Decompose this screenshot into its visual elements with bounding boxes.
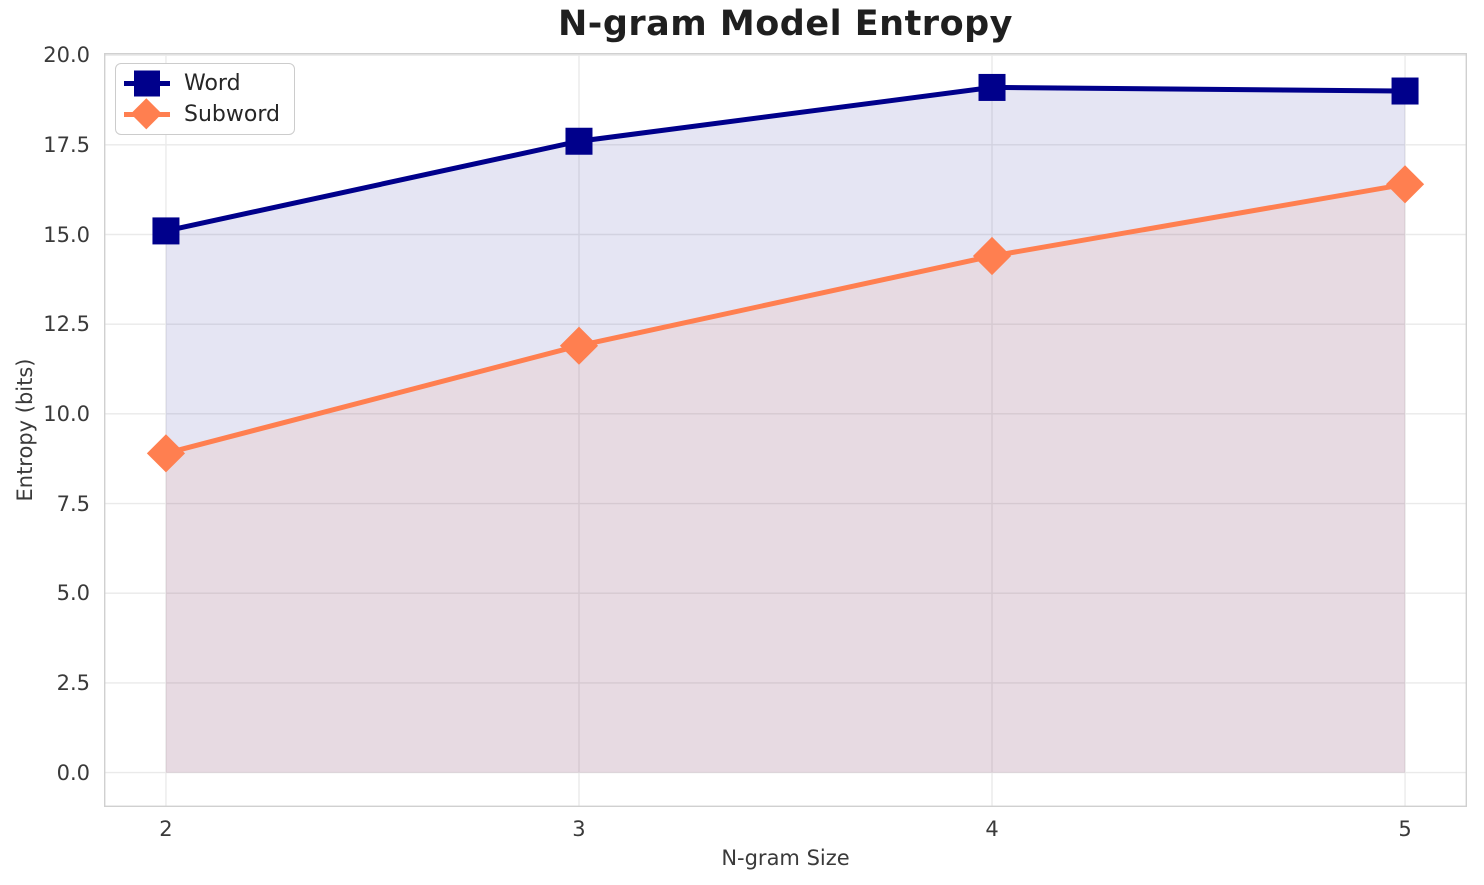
word-marker bbox=[1391, 77, 1419, 105]
y-tick-label: 5.0 bbox=[56, 581, 90, 606]
word-marker bbox=[152, 217, 180, 245]
word-marker bbox=[565, 127, 593, 155]
x-tick-label: 5 bbox=[1398, 817, 1412, 841]
y-tick-label: 10.0 bbox=[43, 401, 90, 426]
legend-label-subword: Subword bbox=[184, 101, 280, 127]
axes-spines bbox=[103, 52, 1467, 807]
subword-area bbox=[165, 184, 1406, 773]
legend-item-word: Word bbox=[122, 68, 280, 99]
plot-area bbox=[103, 52, 1467, 807]
legend-item-subword: Subword bbox=[122, 98, 280, 130]
y-tick-label: 20.0 bbox=[43, 43, 90, 68]
y-tick-label: 2.5 bbox=[56, 670, 90, 695]
legend: Word Subword bbox=[115, 63, 295, 135]
legend-label-word: Word bbox=[184, 70, 241, 96]
y-tick-label: 15.0 bbox=[43, 222, 90, 247]
x-tick-label: 2 bbox=[159, 817, 173, 841]
x-axis-label: N-gram Size bbox=[721, 846, 850, 870]
y-axis-label: Entropy (bits) bbox=[13, 358, 37, 502]
x-tick-label: 4 bbox=[985, 817, 999, 841]
word-line bbox=[163, 84, 1408, 234]
y-tick-label: 12.5 bbox=[43, 312, 90, 337]
word-marker bbox=[978, 73, 1006, 101]
word-line-square-marker-icon bbox=[124, 70, 170, 97]
y-tick-label: 7.5 bbox=[56, 491, 90, 516]
subword-line-diamond-marker-icon bbox=[124, 98, 170, 130]
subword-line bbox=[163, 181, 1408, 456]
x-tick-label: 3 bbox=[572, 817, 586, 841]
chart-title: N-gram Model Entropy bbox=[558, 4, 1013, 44]
y-tick-label: 17.5 bbox=[43, 132, 90, 157]
subword-marker bbox=[1385, 165, 1425, 204]
subword-marker bbox=[146, 434, 186, 473]
subword-marker bbox=[559, 326, 599, 365]
y-tick-label: 0.0 bbox=[56, 760, 90, 785]
word-area bbox=[165, 87, 1406, 773]
